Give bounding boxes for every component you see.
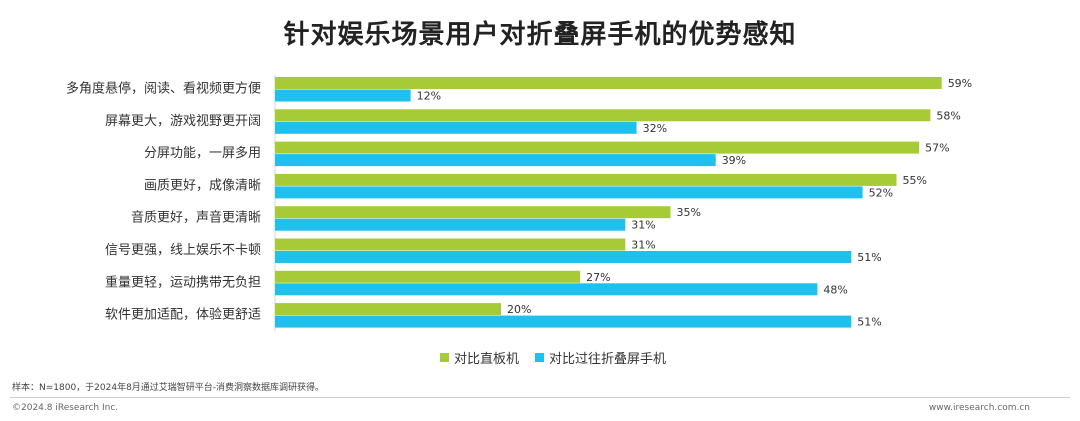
bar-series-1: [275, 206, 671, 219]
category-label: 音质更好，声音更清晰: [131, 210, 261, 226]
bar-series-1: [275, 303, 501, 316]
bar-series-2: [275, 315, 852, 328]
data-label: 58%: [936, 109, 960, 122]
bar-series-2: [275, 89, 411, 102]
category-label: 信号更强，线上娱乐不卡顿: [105, 243, 261, 258]
website-url: www.iresearch.com.cn: [928, 403, 1030, 413]
bar-series-2: [275, 251, 852, 263]
data-label: 52%: [869, 186, 893, 199]
data-label: 55%: [903, 174, 927, 187]
bar-series-1: [275, 141, 920, 154]
category-label: 多角度悬停，阅读、看视频更方便: [66, 81, 261, 97]
sample-note: 样本：N=1800，于2024年8月通过艾瑞智研平台-消费洞察数据库调研获得。: [12, 383, 325, 393]
legend-item-series-2: 对比过往折叠屏手机: [535, 348, 666, 367]
data-label: 20%: [507, 303, 531, 316]
bar-series-2: [275, 283, 818, 296]
legend-swatch-series-1: [440, 353, 449, 362]
bar-series-2: [275, 121, 637, 134]
category-label: 分屏功能，一屏多用: [144, 145, 261, 161]
legend-label-series-2: 对比过往折叠屏手机: [549, 352, 667, 367]
bar-series-2: [275, 218, 626, 231]
chart-legend: 对比直板机 对比过往折叠屏手机: [440, 348, 682, 367]
data-label: 35%: [677, 206, 701, 219]
legend-swatch-series-2: [535, 353, 545, 362]
data-label: 51%: [857, 251, 881, 264]
bar-series-1: [275, 173, 897, 186]
footer-divider: [10, 397, 1070, 398]
data-label: 51%: [857, 316, 881, 329]
data-label: 27%: [586, 271, 610, 284]
bar-series-1: [275, 109, 931, 122]
category-label: 画质更好，成像清晰: [144, 178, 261, 193]
copyright-text: ©2024.8 iResearch Inc.: [12, 403, 119, 413]
data-label: 32%: [643, 122, 667, 135]
data-label: 39%: [722, 154, 746, 167]
bar-series-2: [275, 154, 716, 167]
data-label: 31%: [631, 219, 655, 232]
bar-series-1: [275, 77, 942, 89]
legend-label-series-1: 对比直板机: [454, 352, 520, 367]
data-label: 57%: [925, 142, 949, 155]
data-label: 59%: [948, 77, 972, 90]
category-label: 屏幕更大，游戏视野更开阔: [105, 114, 261, 129]
data-label: 31%: [631, 239, 655, 252]
bar-series-2: [275, 186, 863, 199]
legend-item-series-1: 对比直板机: [440, 348, 519, 367]
data-label: 12%: [417, 90, 441, 103]
chart-title: 针对娱乐场景用户对折叠屏手机的优势感知: [283, 20, 797, 50]
bar-series-1: [275, 238, 626, 251]
category-label: 软件更加适配，体验更舒适: [105, 307, 261, 323]
bar-series-1: [275, 270, 581, 283]
category-label: 重量更轻，运动携带无负担: [105, 274, 261, 290]
data-label: 48%: [823, 283, 847, 296]
